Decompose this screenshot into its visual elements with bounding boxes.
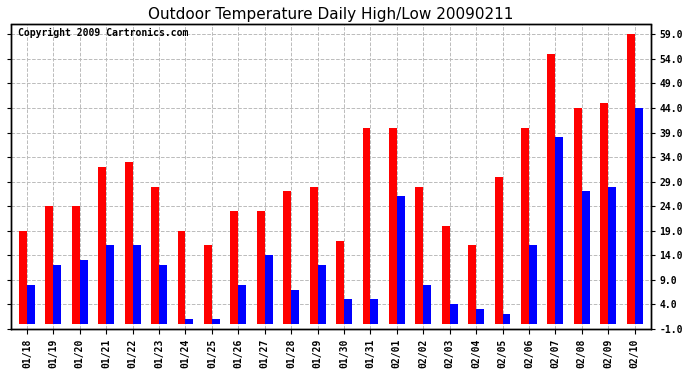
Bar — [609, 186, 616, 324]
Bar — [27, 285, 35, 324]
Bar — [19, 231, 27, 324]
Bar — [521, 128, 529, 324]
Bar — [265, 255, 273, 324]
Bar — [132, 246, 141, 324]
Text: Copyright 2009 Cartronics.com: Copyright 2009 Cartronics.com — [17, 27, 188, 38]
Bar — [125, 162, 132, 324]
Bar — [495, 177, 502, 324]
Bar — [106, 246, 114, 324]
Bar — [344, 300, 352, 324]
Bar — [362, 128, 371, 324]
Bar — [310, 186, 317, 324]
Bar — [53, 265, 61, 324]
Bar — [336, 241, 344, 324]
Bar — [177, 231, 186, 324]
Bar — [186, 319, 193, 324]
Bar — [547, 54, 555, 324]
Bar — [238, 285, 246, 324]
Bar — [415, 186, 423, 324]
Bar — [389, 128, 397, 324]
Bar — [80, 260, 88, 324]
Bar — [284, 192, 291, 324]
Bar — [151, 186, 159, 324]
Bar — [46, 206, 53, 324]
Bar — [72, 206, 80, 324]
Bar — [600, 103, 609, 324]
Bar — [555, 138, 563, 324]
Bar — [635, 108, 642, 324]
Bar — [159, 265, 167, 324]
Bar — [469, 246, 476, 324]
Bar — [476, 309, 484, 324]
Bar — [212, 319, 220, 324]
Bar — [574, 108, 582, 324]
Bar — [442, 226, 450, 324]
Bar — [582, 192, 590, 324]
Bar — [371, 300, 378, 324]
Bar — [230, 211, 238, 324]
Bar — [529, 246, 537, 324]
Bar — [98, 167, 106, 324]
Bar — [423, 285, 431, 324]
Bar — [204, 246, 212, 324]
Title: Outdoor Temperature Daily High/Low 20090211: Outdoor Temperature Daily High/Low 20090… — [148, 7, 513, 22]
Bar — [291, 290, 299, 324]
Bar — [502, 314, 511, 324]
Bar — [627, 34, 635, 324]
Bar — [257, 211, 265, 324]
Bar — [397, 196, 405, 324]
Bar — [450, 304, 457, 324]
Bar — [317, 265, 326, 324]
